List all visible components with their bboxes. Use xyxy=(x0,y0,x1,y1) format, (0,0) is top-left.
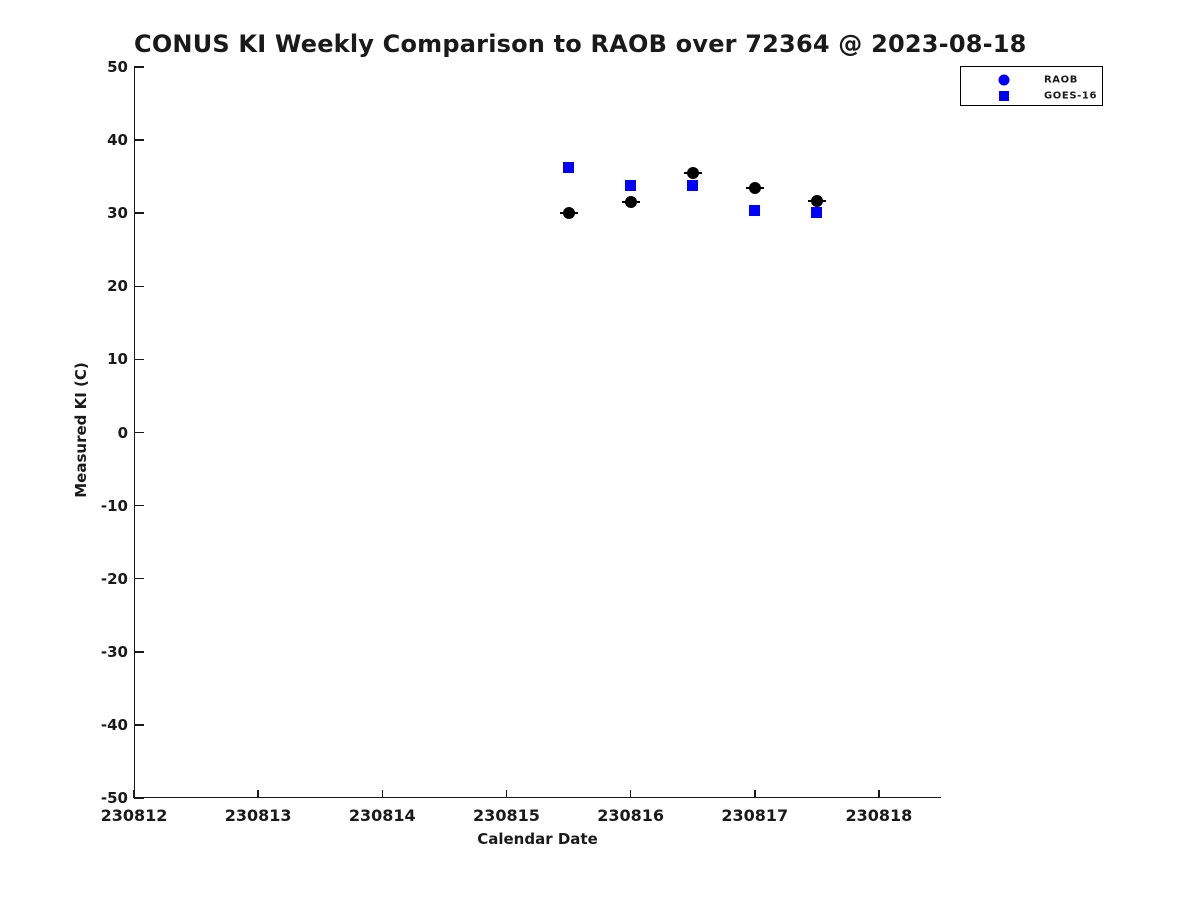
goes-16-point xyxy=(625,179,637,191)
x-tick xyxy=(257,790,259,798)
raob-point xyxy=(621,196,640,209)
x-tick-label: 230817 xyxy=(721,806,789,825)
x-tick xyxy=(133,790,135,798)
y-tick xyxy=(134,66,144,68)
y-tick-label: 40 xyxy=(107,131,128,150)
raob-circle-marker xyxy=(686,166,699,179)
y-tick-label: 30 xyxy=(107,204,128,223)
y-tick xyxy=(134,212,144,214)
y-tick xyxy=(134,358,144,361)
raob-point xyxy=(683,166,702,179)
x-tick-label: 230813 xyxy=(224,806,292,825)
y-tick-label: -20 xyxy=(100,569,128,588)
x-tick xyxy=(629,790,632,798)
x-tick xyxy=(381,790,384,798)
y-tick xyxy=(134,651,144,653)
x-tick-label: 230815 xyxy=(473,806,540,825)
x-tick-label: 230816 xyxy=(597,806,664,825)
y-tick xyxy=(134,285,144,288)
y-tick-label: -50 xyxy=(100,789,128,807)
legend-label: GOES-16 xyxy=(1044,90,1098,102)
x-tick-label: 230818 xyxy=(845,806,913,825)
goes-16-point xyxy=(563,161,575,173)
y-tick-label: 20 xyxy=(107,277,128,296)
y-tick xyxy=(134,724,144,726)
x-tick-label: 230814 xyxy=(348,806,416,825)
goes-16-point xyxy=(811,206,823,218)
y-tick-label: 0 xyxy=(117,423,128,442)
raob-circle-marker xyxy=(624,196,637,209)
legend-item-goes-16: GOES-16 xyxy=(961,88,1102,104)
plot-area xyxy=(134,67,941,798)
legend-circle-icon xyxy=(998,74,1010,86)
raob-point xyxy=(745,182,764,195)
x-tick xyxy=(753,790,756,798)
goes-16-point xyxy=(749,204,761,216)
y-tick xyxy=(134,504,144,507)
y-tick xyxy=(134,139,144,141)
y-tick-label: -10 xyxy=(100,496,128,515)
y-tick xyxy=(134,577,144,580)
legend: RAOB GOES-16 xyxy=(960,66,1103,106)
x-tick xyxy=(505,790,508,798)
x-tick xyxy=(878,790,880,798)
y-tick-label: -40 xyxy=(100,715,128,734)
x-axis-label: Calendar Date xyxy=(477,830,598,848)
y-tick xyxy=(134,431,144,434)
raob-circle-marker xyxy=(810,194,823,207)
raob-point xyxy=(559,207,578,220)
raob-circle-marker xyxy=(748,182,761,195)
raob-point xyxy=(807,194,826,207)
y-tick xyxy=(134,797,144,799)
legend-item-raob: RAOB xyxy=(961,72,1102,88)
chart-title: CONUS KI Weekly Comparison to RAOB over … xyxy=(134,30,1027,58)
y-tick-label: -30 xyxy=(100,642,128,661)
y-tick-label: 50 xyxy=(107,58,128,76)
raob-circle-marker xyxy=(562,207,575,220)
goes-16-point xyxy=(687,179,699,191)
legend-square-icon xyxy=(999,91,1009,101)
y-tick-label: 10 xyxy=(107,350,128,369)
x-tick-label: 230812 xyxy=(100,806,168,825)
legend-label: RAOB xyxy=(1044,74,1078,86)
